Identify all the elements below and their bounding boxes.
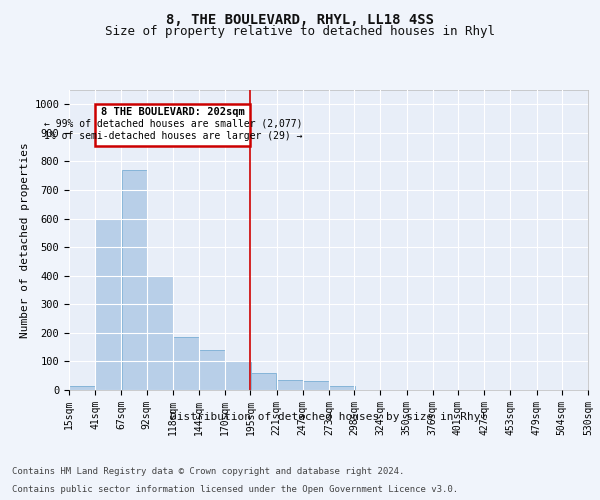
Text: ← 99% of detached houses are smaller (2,077): ← 99% of detached houses are smaller (2,… bbox=[44, 119, 302, 129]
Y-axis label: Number of detached properties: Number of detached properties bbox=[20, 142, 30, 338]
Bar bbox=[147, 276, 173, 390]
Bar bbox=[199, 350, 225, 390]
Text: Size of property relative to detached houses in Rhyl: Size of property relative to detached ho… bbox=[105, 25, 495, 38]
Bar bbox=[251, 373, 277, 390]
Bar bbox=[173, 337, 199, 390]
Bar bbox=[226, 362, 251, 390]
Bar bbox=[69, 386, 95, 390]
Bar bbox=[303, 382, 329, 390]
Text: Contains public sector information licensed under the Open Government Licence v3: Contains public sector information licen… bbox=[12, 485, 458, 494]
Text: 8 THE BOULEVARD: 202sqm: 8 THE BOULEVARD: 202sqm bbox=[101, 107, 245, 117]
Text: Distribution of detached houses by size in Rhyl: Distribution of detached houses by size … bbox=[170, 412, 487, 422]
Bar bbox=[329, 386, 355, 390]
Text: Contains HM Land Registry data © Crown copyright and database right 2024.: Contains HM Land Registry data © Crown c… bbox=[12, 468, 404, 476]
Bar bbox=[95, 218, 121, 390]
Bar bbox=[277, 380, 302, 390]
Bar bbox=[122, 170, 148, 390]
Text: 1% of semi-detached houses are larger (29) →: 1% of semi-detached houses are larger (2… bbox=[44, 131, 302, 141]
Text: 8, THE BOULEVARD, RHYL, LL18 4SS: 8, THE BOULEVARD, RHYL, LL18 4SS bbox=[166, 12, 434, 26]
FancyBboxPatch shape bbox=[95, 104, 250, 146]
